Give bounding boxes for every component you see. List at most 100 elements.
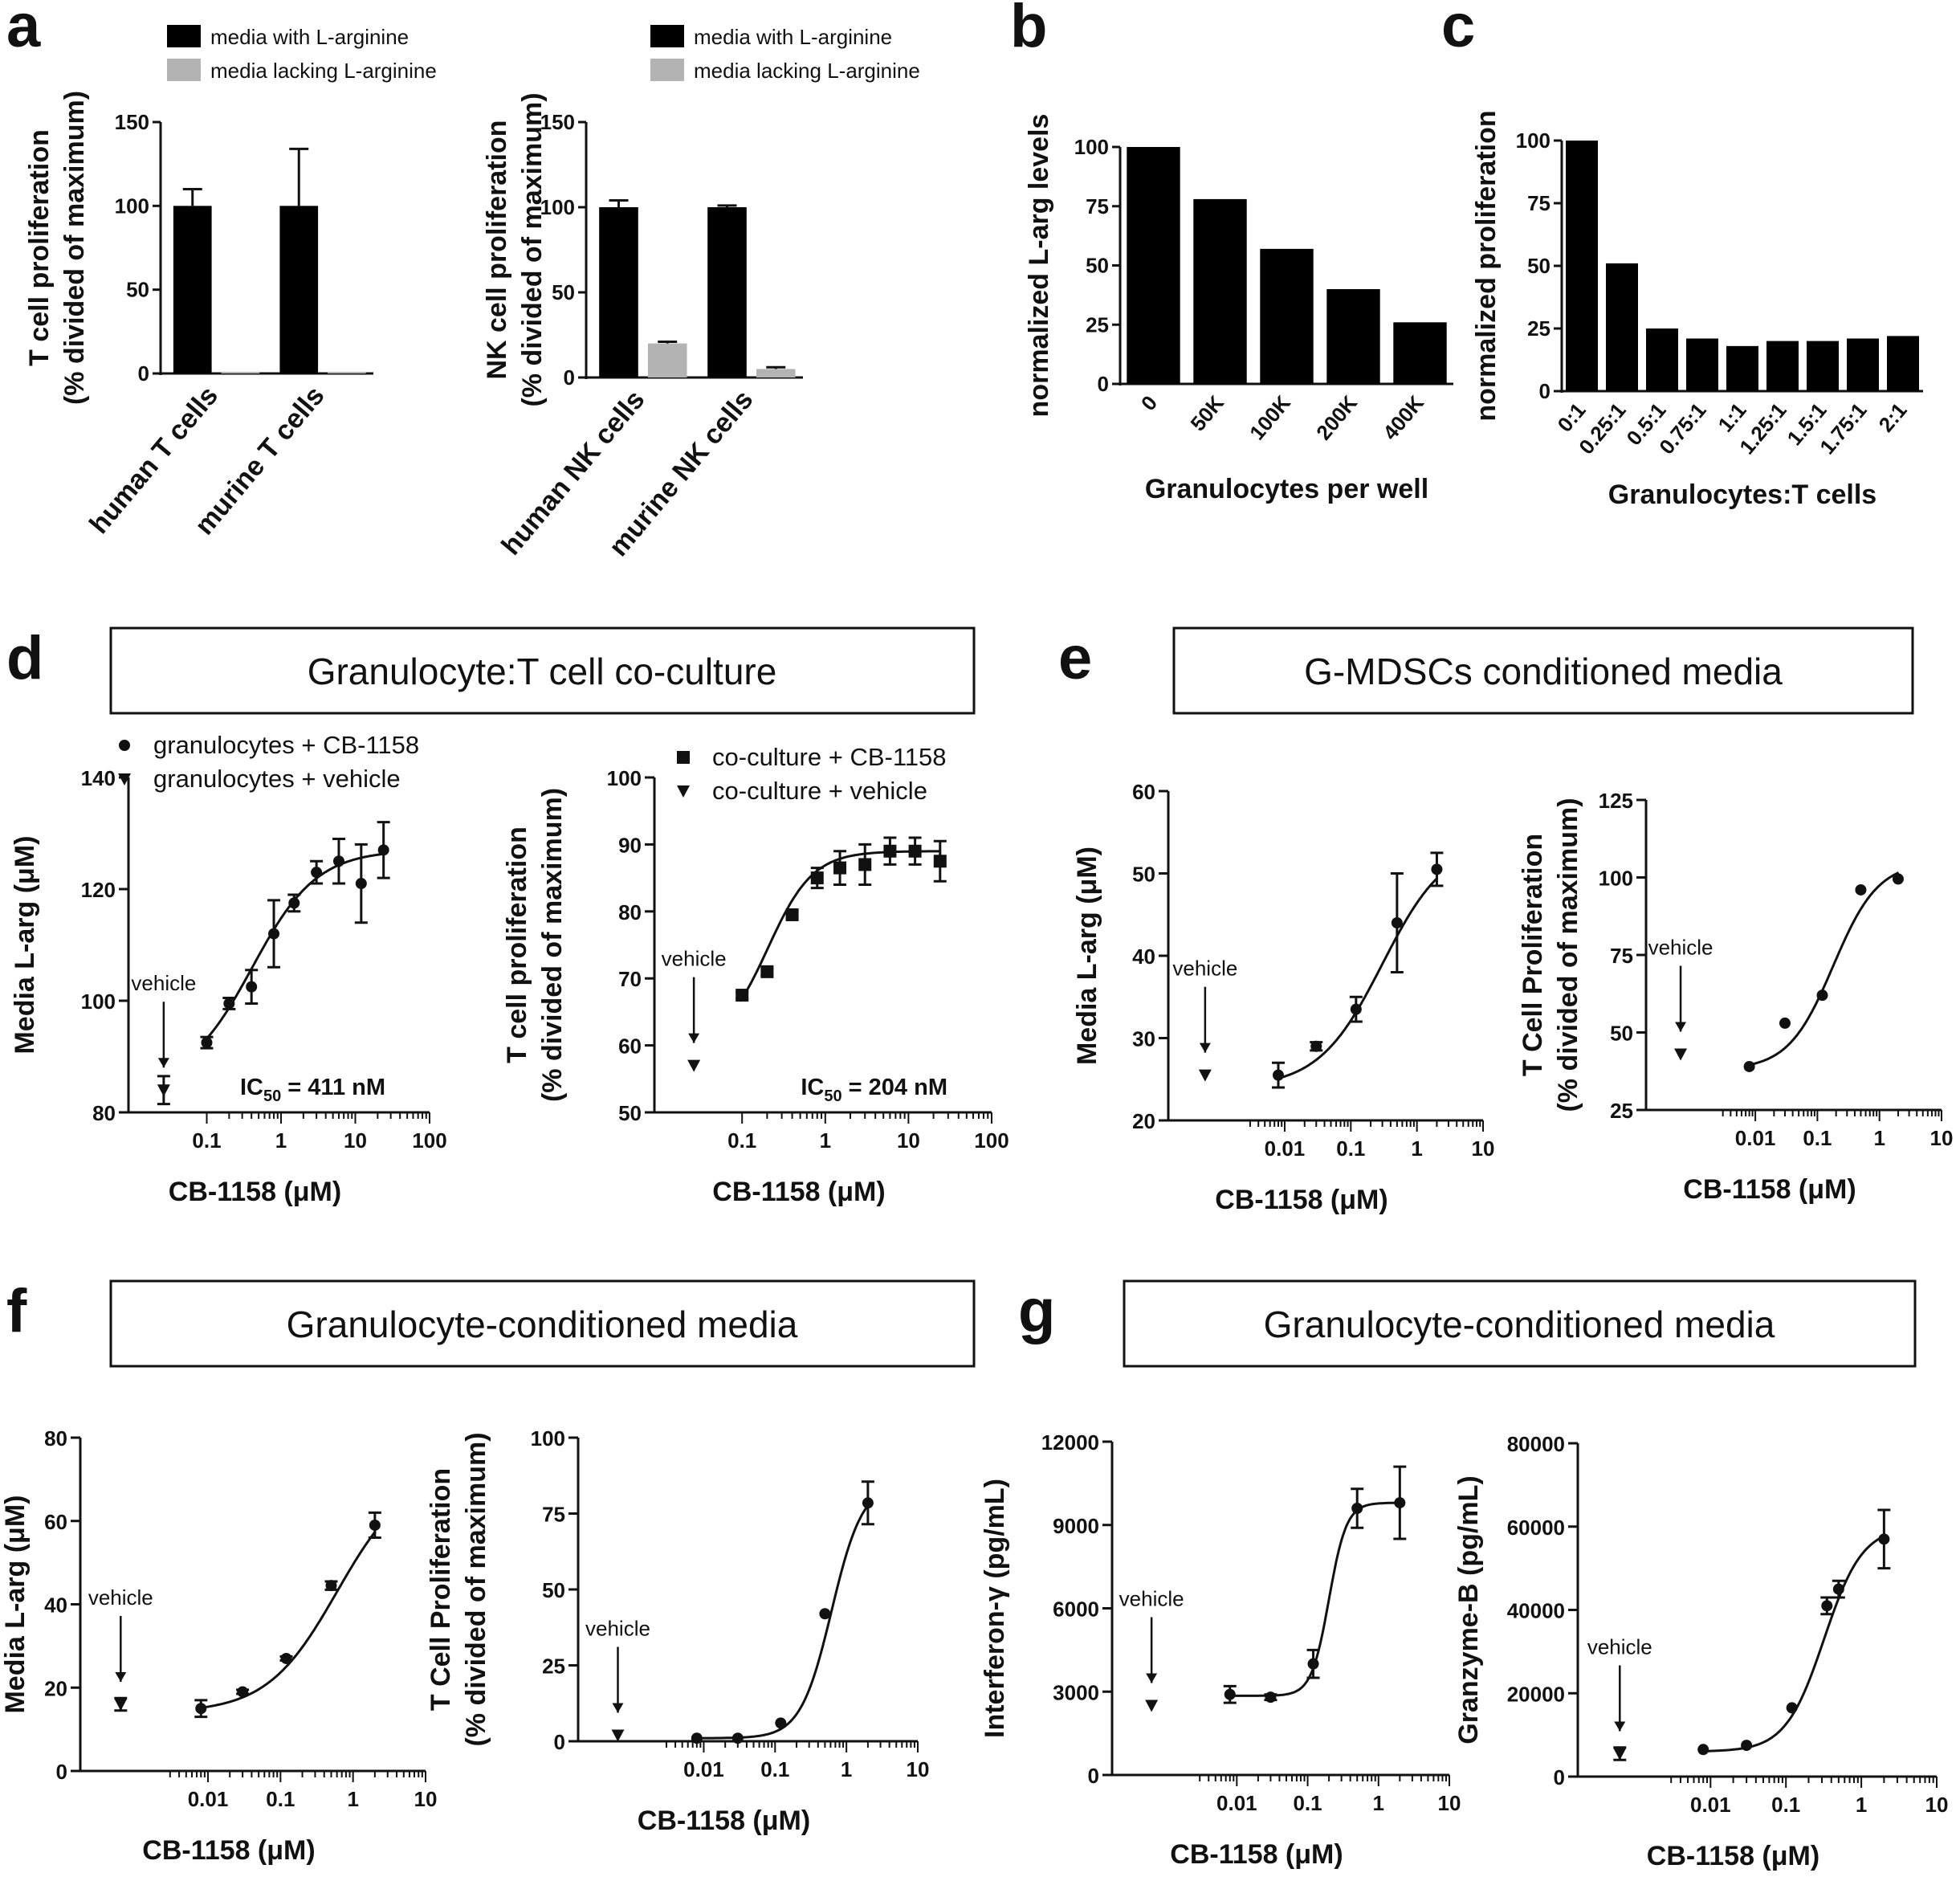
x-tick-label: 200K (1311, 390, 1362, 444)
data-point-circle (1892, 873, 1904, 885)
y-tick-label: 150 (115, 110, 149, 134)
x-tick-label: 10 (344, 1128, 367, 1153)
chart-g1: 0 3000 6000 9000 12000 0.01 0.1 1 10 CB-1158 (μM)… (980, 1430, 1461, 1870)
fit-curve (199, 1530, 377, 1710)
y-tick-label: 150 (540, 110, 575, 134)
x-tick-label: 0.01 (683, 1757, 724, 1781)
x-tick-label: 1 (1873, 1126, 1885, 1150)
title-box-d-text: Granulocyte:T cell co-culture (308, 651, 777, 692)
y-axis-label: (% divided of maximum) (1553, 798, 1583, 1112)
ic50-annotation: IC50 = 411 nM (240, 1075, 385, 1105)
vehicle-label: vehicle (1648, 936, 1713, 960)
x-tick-label: 10 (1930, 1126, 1954, 1150)
x-tick-label: 1 (1411, 1136, 1422, 1161)
x-tick-label: 1 (1856, 1793, 1867, 1817)
x-tick-label: 0.01 (1735, 1126, 1776, 1150)
vehicle-arrow-head (688, 1033, 700, 1043)
panel-letter-b: b (1010, 0, 1047, 60)
y-tick-label: 3000 (1053, 1680, 1099, 1704)
data-point-circle (1832, 1583, 1844, 1595)
legend-swatch (167, 59, 201, 81)
data-point-circle (1821, 1600, 1833, 1612)
chart-d1: 80 100 120 140 0.1 1 10 100 CB-1158 (μM) Media L-… (10, 731, 447, 1207)
y-axis-label: (% divided of maximum) (537, 788, 568, 1102)
data-point-circle (369, 1519, 381, 1531)
y-tick-label: 0 (554, 1730, 565, 1754)
x-tick-label: 0.1 (1336, 1136, 1365, 1161)
y-tick-label: 0 (1539, 379, 1550, 403)
bar (1606, 263, 1638, 391)
y-tick-label: 50 (1610, 1022, 1633, 1046)
y-tick-label: 0 (138, 361, 149, 386)
vehicle-arrow-head (1146, 1673, 1158, 1683)
data-point-triangle (1613, 1748, 1627, 1761)
data-point-circle (377, 844, 389, 856)
x-axis-label: CB-1158 (μM) (1215, 1185, 1387, 1215)
data-point-triangle (611, 1729, 625, 1742)
bar (1686, 338, 1718, 391)
data-point-circle (1272, 1069, 1284, 1081)
y-tick-label: 50 (618, 1101, 642, 1125)
x-tick-label: 10 (1438, 1791, 1461, 1815)
bar (647, 343, 687, 377)
y-tick-label: 100 (531, 1426, 565, 1451)
x-tick-label: 0.1 (192, 1128, 221, 1153)
y-tick-label: 120 (81, 878, 116, 902)
y-tick-label: 60 (618, 1034, 642, 1059)
fit-curve (1747, 871, 1900, 1067)
y-tick-label: 20 (44, 1676, 67, 1700)
data-point-circle (332, 855, 344, 867)
chart-a1: 0 50 100 150 T cell proliferation (% divided … (24, 25, 437, 541)
vehicle-label: vehicle (1587, 1634, 1652, 1659)
ic50-annotation: IC50 = 204 nM (801, 1075, 947, 1105)
x-axis-label: CB-1158 (μM) (1170, 1839, 1343, 1870)
vehicle-arrow-head (115, 1672, 127, 1682)
bar (1646, 328, 1678, 391)
data-point-circle (325, 1580, 337, 1592)
data-point-circle (1391, 917, 1403, 928)
y-axis-label: Interferon-γ (pg/mL) (980, 1479, 1010, 1738)
x-tick-label: 0.1 (1293, 1791, 1322, 1815)
vehicle-label: vehicle (662, 947, 727, 971)
y-axis-label: Granzyme-B (pg/mL) (1453, 1475, 1484, 1744)
y-tick-label: 20000 (1507, 1682, 1565, 1706)
data-point-circle (1855, 883, 1867, 896)
panel-letter-a: a (6, 0, 41, 60)
data-point-triangle (157, 1084, 170, 1097)
x-axis-label: CB-1158 (μM) (142, 1835, 315, 1866)
data-point-square (785, 908, 799, 921)
data-point-circle (268, 928, 280, 940)
x-tick-label: 1 (820, 1128, 831, 1153)
bar (221, 371, 260, 373)
bar (1193, 198, 1247, 384)
legend-label: media with L-arginine (210, 25, 409, 49)
title-box-d: Granulocyte:T cell co-culture (109, 626, 976, 715)
title-box-e-text: G-MDSCs conditioned media (1304, 651, 1783, 692)
legend-swatch (650, 59, 684, 81)
y-tick-label: 100 (81, 989, 116, 1014)
y-tick-label: 100 (1074, 135, 1109, 159)
data-point-circle (195, 1703, 207, 1715)
legend-label: co-culture + CB-1158 (712, 743, 947, 771)
data-point-square (810, 871, 824, 885)
legend-label: granulocytes + vehicle (153, 765, 401, 793)
y-axis-label: Media L-arg (μM) (1072, 847, 1102, 1065)
y-tick-label: 0 (1088, 1764, 1099, 1788)
y-tick-label: 100 (115, 194, 149, 218)
vehicle-arrow-head (157, 1058, 169, 1068)
y-axis-label: T cell proliferation (502, 826, 532, 1063)
panel-letter-g: g (1018, 1277, 1055, 1345)
x-tick-label: 0.1 (727, 1128, 756, 1153)
legend-label: media lacking L-arginine (694, 59, 920, 83)
vehicle-label: vehicle (1119, 1587, 1184, 1611)
x-axis-label: CB-1158 (μM) (638, 1806, 810, 1836)
x-axis-label: Granulocytes per well (1145, 474, 1428, 504)
y-tick-label: 9000 (1053, 1514, 1099, 1538)
bar (1393, 322, 1447, 384)
vehicle-arrow-head (1614, 1721, 1626, 1732)
bar (1326, 289, 1380, 384)
chart-e1: 20 30 40 50 60 0.01 0.1 1 10 CB-1158 (μM) Media L-… (1072, 780, 1494, 1215)
data-point-circle (1431, 863, 1443, 875)
y-axis-label: Media L-arg (μM) (10, 835, 40, 1054)
data-point-square (908, 844, 922, 858)
